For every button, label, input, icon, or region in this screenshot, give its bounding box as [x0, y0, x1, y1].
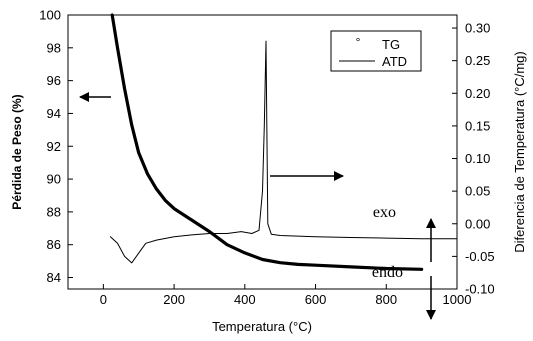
y-right-tick-label: 0.05	[465, 184, 490, 199]
y-left-tick-label: 90	[47, 172, 61, 187]
y-left-tick-label: 88	[47, 204, 61, 219]
x-tick-label: 0	[100, 292, 107, 307]
x-tick-label: 1000	[443, 292, 472, 307]
y-right-tick-label: 0.10	[465, 151, 490, 166]
axis-ticks	[68, 14, 458, 290]
x-tick-label: 200	[163, 292, 185, 307]
endo-annotation: endo	[372, 264, 403, 281]
tg-series-line	[110, 13, 424, 271]
y-right-tick-label: -0.05	[465, 249, 495, 264]
y-left-tick-label: 84	[47, 270, 61, 285]
y-right-axis-label: Diferencia de Temperatura (°C/mg)	[512, 51, 527, 252]
legend-tg-symbol: °	[356, 35, 361, 49]
legend-atd-label: ATD	[382, 54, 407, 69]
y-left-tick-label: 96	[47, 73, 61, 88]
legend-box	[330, 30, 422, 72]
y-right-tick-label: 0.15	[465, 118, 490, 133]
atd-series-line	[109, 40, 458, 264]
y-right-tick-label: 0.20	[465, 86, 490, 101]
legend: ° TG ATD	[330, 30, 422, 72]
y-left-tick-label: 94	[47, 106, 61, 121]
y-left-axis-label: Pérdida de Peso (%)	[10, 94, 24, 209]
y-right-tick-label: 0.30	[465, 21, 490, 36]
exo-annotation: exo	[373, 204, 396, 221]
tick-labels: 0 200 400 600 800 1000 84 86 88 90 92 94 96 98 100 -0.1…	[39, 8, 494, 308]
y-left-tick-label: 86	[47, 237, 61, 252]
y-left-tick-label: 98	[47, 40, 61, 55]
y-right-tick-label: 0.25	[465, 53, 490, 68]
x-axis-label: Temperatura (°C)	[212, 319, 312, 334]
y-right-tick-label: 0.00	[465, 216, 490, 231]
series-layer	[109, 13, 458, 271]
y-right-tick-label: -0.10	[465, 282, 495, 297]
x-tick-label: 600	[305, 292, 327, 307]
x-tick-label: 800	[375, 292, 397, 307]
plot-frame	[67, 14, 458, 290]
y-left-tick-label: 92	[47, 139, 61, 154]
y-left-tick-label: 100	[39, 8, 61, 23]
legend-tg-label: TG	[382, 37, 400, 52]
x-tick-label: 400	[234, 292, 256, 307]
